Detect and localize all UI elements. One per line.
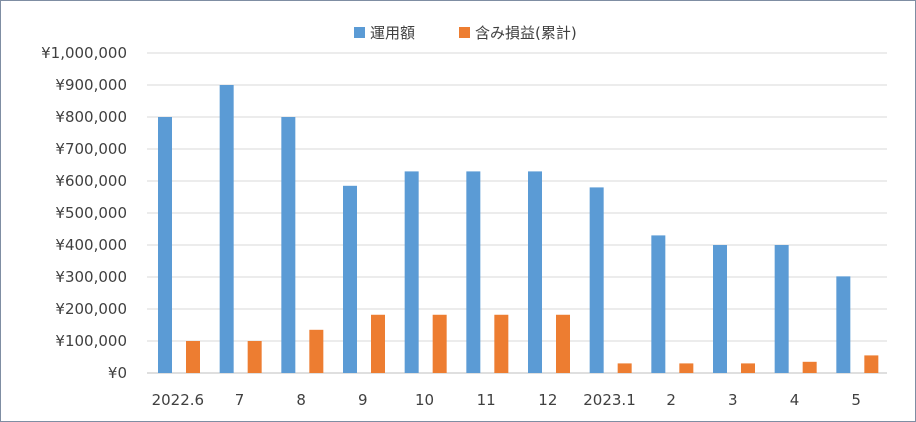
bar-series-2-9: [371, 314, 385, 373]
x-tick-label: 4: [790, 391, 800, 409]
y-tick-label: ¥600,000: [55, 172, 127, 190]
bar-series-2-2: [679, 363, 694, 373]
x-tick-label: 12: [538, 391, 557, 409]
y-tick-label: ¥200,000: [55, 300, 127, 318]
y-tick-label: ¥1,000,000: [41, 44, 127, 62]
x-tick-label: 11: [477, 391, 496, 409]
legend-swatch: [459, 27, 470, 38]
bar-series-2-4: [802, 361, 817, 373]
bar-series-2-2023.1: [617, 363, 632, 373]
bar-series-1-2023.1: [589, 187, 604, 373]
bar-series-2-10: [432, 314, 447, 373]
y-tick-label: ¥300,000: [55, 268, 127, 286]
bar-series-1-12: [528, 171, 542, 373]
bar-series-2-8: [309, 329, 324, 373]
bar-series-1-10: [404, 171, 419, 373]
bar-series-2-3: [741, 363, 755, 373]
x-tick-label: 2023.1: [583, 391, 636, 409]
y-tick-label: ¥800,000: [55, 108, 127, 126]
legend: 運用額 含み損益(累計): [354, 24, 577, 42]
y-tick-label: ¥900,000: [55, 76, 127, 94]
bar-series-1-4: [774, 245, 789, 373]
x-tick-label: 10: [415, 391, 434, 409]
y-tick-label: ¥400,000: [55, 236, 127, 254]
x-axis-ticks: 2022.6 7 8 9 10 11 12 2023.1 2 3 4 5: [152, 391, 861, 409]
legend-swatch: [354, 27, 365, 38]
y-tick-label: ¥700,000: [55, 140, 127, 158]
y-tick-label: ¥0: [108, 364, 127, 382]
bar-series-1-11: [466, 171, 481, 373]
bar-series-1-2: [651, 235, 666, 373]
bar-series-1-2022.6: [158, 117, 172, 373]
x-tick-label: 2: [666, 391, 676, 409]
legend-label: 運用額: [370, 24, 415, 42]
bar-series-1-5: [836, 276, 851, 373]
bar-series-2-12: [556, 314, 570, 373]
x-tick-label: 9: [358, 391, 368, 409]
bar-series-2-5: [864, 355, 879, 373]
bar-series-2-11: [494, 314, 509, 373]
bar-series-1-7: [219, 85, 234, 373]
y-tick-label: ¥100,000: [55, 332, 127, 350]
bars: [158, 85, 879, 373]
y-tick-label: ¥500,000: [55, 204, 127, 222]
gridlines: [147, 52, 887, 374]
y-axis-ticks: ¥0 ¥100,000 ¥200,000 ¥300,000 ¥400,000 ¥500,0…: [41, 44, 127, 382]
bar-series-2-7: [247, 341, 262, 373]
x-tick-label: 8: [296, 391, 306, 409]
bar-series-1-8: [281, 117, 296, 373]
bar-series-2-2022.6: [186, 341, 200, 373]
bar-series-1-9: [343, 185, 357, 373]
x-tick-label: 3: [728, 391, 738, 409]
x-tick-label: 2022.6: [152, 391, 205, 409]
x-tick-label: 5: [851, 391, 861, 409]
x-tick-label: 7: [235, 391, 245, 409]
legend-label: 含み損益(累計): [475, 24, 577, 42]
bar-series-1-3: [713, 245, 727, 373]
